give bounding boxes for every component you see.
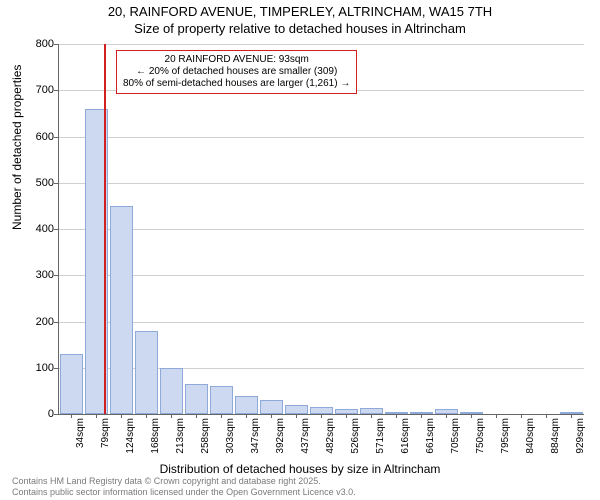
xtick-mark [296,414,297,418]
xtick-label: 437sqm [300,418,311,454]
ytick-label: 500 [14,177,54,189]
xtick-label: 616sqm [400,418,411,454]
ytick-mark [54,275,58,276]
histogram-bar [210,386,233,414]
xtick-label: 168sqm [150,418,161,454]
xtick-mark [371,414,372,418]
footer-line2: Contains public sector information licen… [12,487,356,498]
ytick-label: 600 [14,131,54,143]
xtick-label: 840sqm [525,418,536,454]
property-size-chart: 20, RAINFORD AVENUE, TIMPERLEY, ALTRINCH… [0,0,600,500]
annotation-line: 20 RAINFORD AVENUE: 93sqm [123,54,350,66]
xtick-label: 124sqm [125,418,136,454]
ytick-label: 0 [14,408,54,420]
histogram-bar [185,384,208,414]
xtick-mark [196,414,197,418]
x-axis-label: Distribution of detached houses by size … [0,462,600,476]
histogram-bar [435,409,458,414]
footer-line1: Contains HM Land Registry data © Crown c… [12,476,356,487]
xtick-mark [171,414,172,418]
ytick-mark [54,90,58,91]
ytick-label: 100 [14,362,54,374]
xtick-mark [421,414,422,418]
ytick-mark [54,322,58,323]
xtick-label: 705sqm [450,418,461,454]
gridline [59,137,584,138]
ytick-mark [54,229,58,230]
ytick-mark [54,368,58,369]
xtick-mark [496,414,497,418]
chart-title-block: 20, RAINFORD AVENUE, TIMPERLEY, ALTRINCH… [0,0,600,38]
annotation-line: 80% of semi-detached houses are larger (… [123,78,350,90]
ytick-label: 400 [14,223,54,235]
xtick-label: 347sqm [250,418,261,454]
plot-area: 20 RAINFORD AVENUE: 93sqm← 20% of detach… [58,44,584,415]
ytick-label: 200 [14,316,54,328]
histogram-bar [560,412,583,414]
xtick-label: 795sqm [500,418,511,454]
xtick-label: 79sqm [100,418,111,448]
ytick-label: 800 [14,38,54,50]
gridline [59,183,584,184]
xtick-label: 661sqm [425,418,436,454]
histogram-bar [410,412,433,414]
histogram-bar [110,206,133,414]
histogram-bar [285,405,308,414]
ytick-mark [54,183,58,184]
histogram-bar [335,409,358,414]
ytick-mark [54,44,58,45]
xtick-mark [521,414,522,418]
xtick-mark [121,414,122,418]
xtick-mark [146,414,147,418]
xtick-mark [271,414,272,418]
ytick-label: 300 [14,269,54,281]
xtick-mark [346,414,347,418]
histogram-bar [135,331,158,414]
xtick-label: 258sqm [200,418,211,454]
xtick-label: 482sqm [325,418,336,454]
xtick-mark [571,414,572,418]
xtick-label: 884sqm [550,418,561,454]
xtick-mark [321,414,322,418]
histogram-bar [60,354,83,414]
annotation-line: ← 20% of detached houses are smaller (30… [123,66,350,78]
xtick-label: 303sqm [225,418,236,454]
xtick-label: 392sqm [275,418,286,454]
xtick-mark [96,414,97,418]
xtick-mark [546,414,547,418]
xtick-mark [246,414,247,418]
xtick-mark [221,414,222,418]
gridline [59,229,584,230]
histogram-bar [310,407,333,414]
histogram-bar [160,368,183,414]
property-marker-line [104,44,106,414]
ytick-mark [54,137,58,138]
gridline [59,322,584,323]
ytick-label: 700 [14,84,54,96]
xtick-mark [396,414,397,418]
gridline [59,275,584,276]
xtick-label: 750sqm [475,418,486,454]
chart-title-line1: 20, RAINFORD AVENUE, TIMPERLEY, ALTRINCH… [0,4,600,21]
chart-footer: Contains HM Land Registry data © Crown c… [12,476,356,498]
histogram-bar [235,396,258,415]
ytick-mark [54,414,58,415]
chart-title-line2: Size of property relative to detached ho… [0,21,600,38]
histogram-bar [385,412,408,414]
annotation-box: 20 RAINFORD AVENUE: 93sqm← 20% of detach… [116,50,357,94]
xtick-label: 34sqm [75,418,86,448]
xtick-label: 213sqm [175,418,186,454]
gridline [59,44,584,45]
xtick-label: 929sqm [575,418,586,454]
histogram-bar [460,412,483,414]
xtick-label: 571sqm [375,418,386,454]
xtick-mark [71,414,72,418]
xtick-mark [471,414,472,418]
xtick-label: 526sqm [350,418,361,454]
xtick-mark [446,414,447,418]
histogram-bar [360,408,383,414]
histogram-bar [260,400,283,414]
